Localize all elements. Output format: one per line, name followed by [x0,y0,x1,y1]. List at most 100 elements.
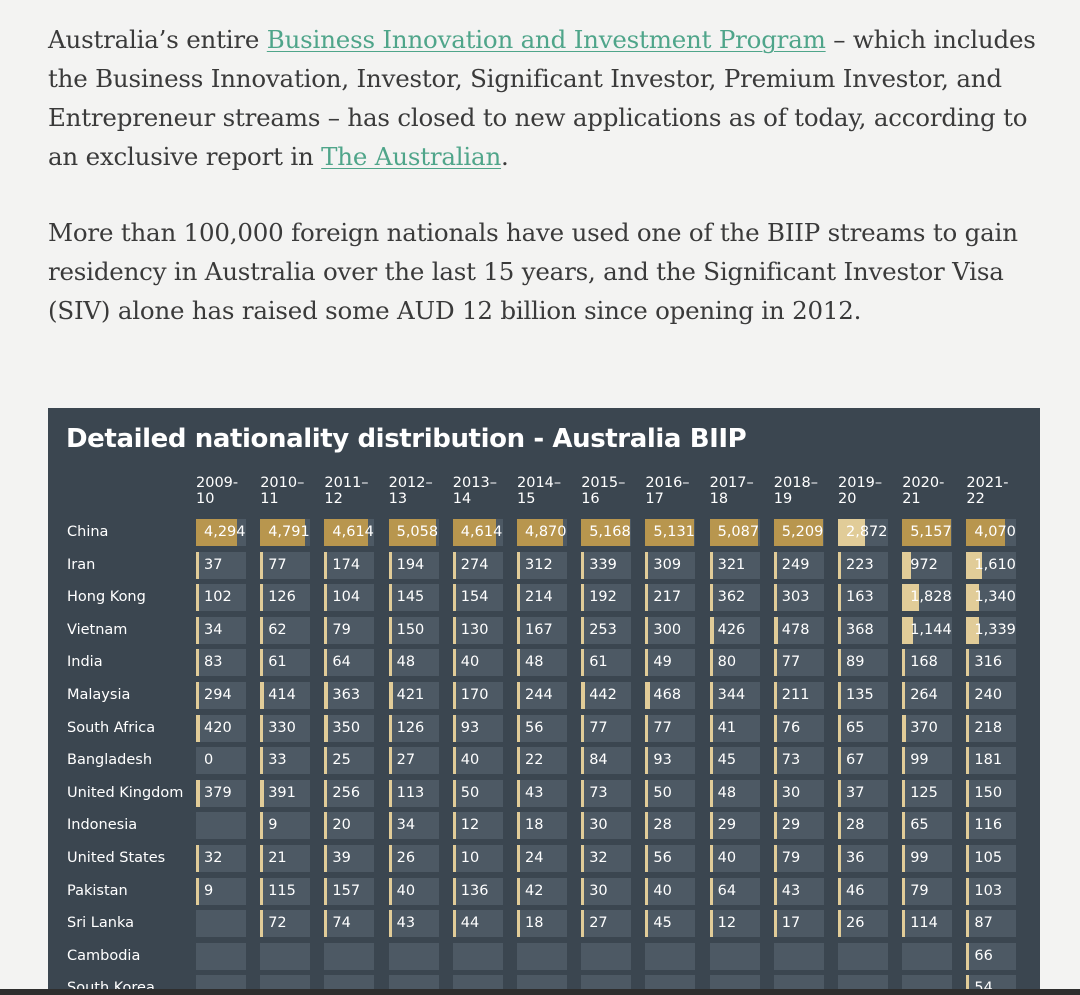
cell-value: 211 [781,687,810,703]
table-cell: 362 [709,584,760,612]
cell-value: 39 [332,850,351,866]
value-bar [773,584,777,612]
cell-value: 56 [653,850,672,866]
column-header: 2012– 13 [388,475,433,507]
cell-value: 24 [525,850,544,866]
table-cell: 192 [581,584,632,612]
cell-value: 368 [846,621,874,638]
table-cell: 170 [452,682,503,709]
table-cell: 36 [838,845,888,872]
cell-value: 50 [460,784,480,801]
table-cell: 312 [517,551,567,579]
biip-link[interactable]: Business Innovation and Investment Progr… [266,25,826,54]
row-label: Pakistan [67,882,128,899]
cell-value: 154 [460,589,489,606]
table-cell: 26 [388,845,439,872]
cell-value: 29 [781,817,801,834]
value-bar [196,551,199,579]
cell-value: 83 [204,654,223,671]
table-cell: 168 [902,649,953,677]
table-cell: 43 [773,877,824,905]
table-cell: 1,339 [966,616,1017,644]
table-cell: 18 [517,910,567,938]
cell-value: 73 [781,752,801,769]
value-bar [645,812,649,840]
value-bar [196,649,199,677]
value-bar [517,779,520,807]
table-cell: 442 [581,682,632,709]
cell-value: 10 [460,850,480,866]
cell-value: 17 [781,915,801,932]
table-cell [388,942,439,970]
table-cell: 379 [196,779,246,807]
cell-value: 194 [396,556,425,573]
value-bar [838,779,841,807]
value-bar [260,616,264,644]
value-bar [709,519,758,546]
cell-value: 77 [268,556,287,573]
value-bar [324,845,328,872]
value-bar [260,812,264,840]
value-bar [196,584,199,612]
cell-value: 56 [525,719,544,736]
cell-value: 214 [525,589,553,606]
value-bar [260,584,264,612]
table-cell: 44 [452,910,503,938]
the-australian-link[interactable]: The Australian [321,142,502,171]
value-bar [388,747,392,775]
table-cell: 145 [388,584,439,612]
cell-value: 421 [396,687,425,703]
value-bar [517,519,563,546]
value-bar [517,910,520,938]
cell-value: 303 [781,589,810,606]
value-bar [966,779,970,807]
value-bar [773,845,777,872]
value-bar [645,845,649,872]
table-cell: 37 [196,551,246,579]
cell-value: 9 [204,882,214,899]
value-bar [517,584,520,612]
table-cell: 42 [517,877,567,905]
table-cell: 4,614 [324,519,375,546]
value-bar [709,682,713,709]
table-cell: 29 [709,812,760,840]
value-bar [452,519,497,546]
value-bar [388,649,392,677]
table-cell: 39 [324,845,375,872]
cell-value: 67 [846,752,865,769]
cell-value: 43 [781,882,801,899]
value-bar [517,747,520,775]
row-label: Bangladesh [67,752,153,769]
cell-value: 5,131 [653,524,695,540]
cell-value: 26 [846,915,865,932]
value-bar [645,649,649,677]
cell-value: 30 [781,784,801,801]
value-bar [709,551,713,579]
table-cell: 61 [581,649,632,677]
table-cell [260,942,311,970]
column-header: 2015– 16 [581,475,626,507]
cell-value: 18 [525,915,544,932]
cell-value: 309 [653,556,682,573]
value-bar [260,877,264,905]
table-cell: 421 [388,682,439,709]
cell-value: 168 [910,654,938,671]
cell-value: 1,144 [910,621,952,638]
value-bar [902,877,906,905]
cell-value: 4,614 [332,524,374,540]
nationality-table-figure: Detailed nationality distribution - Aust… [48,408,1040,995]
table-cell: 253 [581,616,632,644]
table-cell: 391 [260,779,311,807]
value-bar [324,714,328,742]
value-bar [773,747,777,775]
table-cell: 370 [902,714,953,742]
table-cell: 20 [324,812,375,840]
column-header: 2016– 17 [645,475,690,507]
value-bar [324,812,328,840]
value-bar [838,682,841,709]
value-bar [581,812,585,840]
cell-value: 105 [974,850,1003,866]
table-cell: 294 [196,682,246,709]
value-bar [902,812,906,840]
table-cell: 49 [645,649,696,677]
